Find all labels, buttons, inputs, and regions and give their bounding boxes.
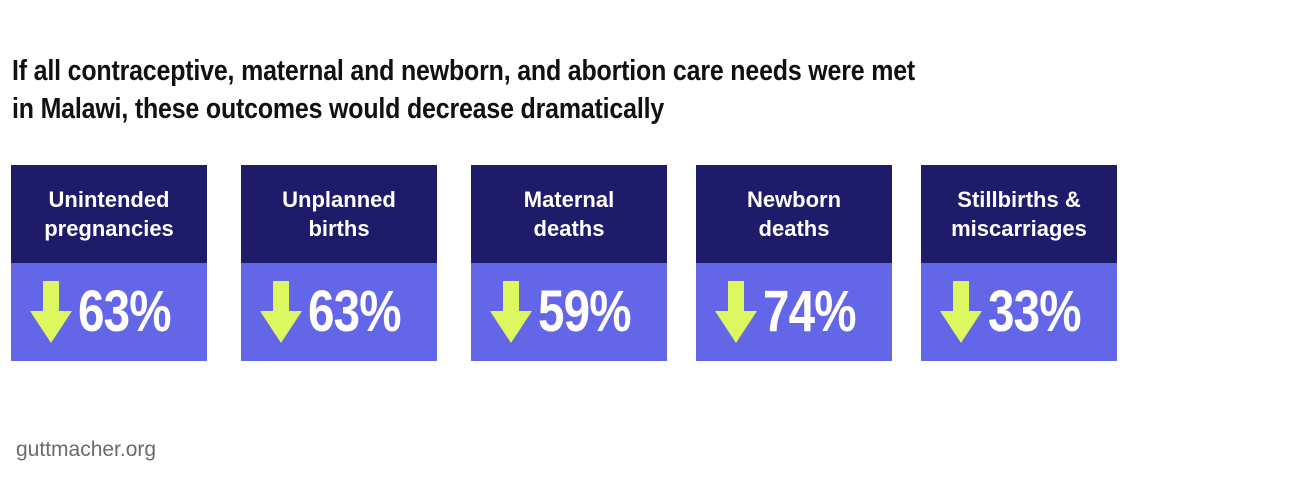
title-line-2: in Malawi, these outcomes would decrease…: [12, 93, 665, 125]
card-value-panel: 59%: [471, 263, 667, 361]
card-header: Maternal deaths: [471, 165, 667, 263]
card-value: 63%: [308, 279, 402, 344]
down-arrow-icon: [30, 281, 72, 343]
card-value-panel: 74%: [696, 263, 892, 361]
card-value: 63%: [78, 279, 172, 344]
card-label-line-1: Newborn: [746, 187, 842, 212]
down-arrow-icon: [940, 281, 982, 343]
card-newborn-deaths: Newborn deaths 74%: [696, 165, 892, 361]
card-label-line-2: deaths: [533, 216, 605, 241]
down-arrow-icon: [260, 281, 302, 343]
card-value: 59%: [538, 279, 632, 344]
card-value-panel: 63%: [241, 263, 437, 361]
card-label-line-1: Unintended: [48, 187, 170, 212]
card-header: Newborn deaths: [696, 165, 892, 263]
card-value: 74%: [763, 279, 857, 344]
card-header: Stillbirths & miscarriages: [921, 165, 1117, 263]
card-label-line-1: Unplanned: [282, 187, 396, 212]
card-label-line-2: deaths: [758, 216, 830, 241]
card-maternal-deaths: Maternal deaths 59%: [471, 165, 667, 361]
card-header: Unintended pregnancies: [11, 165, 207, 263]
down-arrow-icon: [490, 281, 532, 343]
card-header: Unplanned births: [241, 165, 437, 263]
card-value: 33%: [988, 279, 1082, 344]
card-value-panel: 33%: [921, 263, 1117, 361]
card-unintended-pregnancies: Unintended pregnancies 63%: [11, 165, 207, 361]
card-label-line-1: Maternal: [523, 187, 615, 212]
card-label-line-2: pregnancies: [44, 216, 174, 241]
card-unplanned-births: Unplanned births 63%: [241, 165, 437, 361]
card-label-line-2: births: [308, 216, 370, 241]
page-title: If all contraceptive, maternal and newbo…: [12, 52, 916, 128]
down-arrow-icon: [715, 281, 757, 343]
card-value-panel: 63%: [11, 263, 207, 361]
card-stillbirths-miscarriages: Stillbirths & miscarriages 33%: [921, 165, 1117, 361]
card-label-line-1: Stillbirths &: [957, 187, 1081, 212]
source-credit: guttmacher.org: [16, 438, 157, 461]
title-line-1: If all contraceptive, maternal and newbo…: [12, 55, 916, 87]
card-label-line-2: miscarriages: [951, 216, 1087, 241]
